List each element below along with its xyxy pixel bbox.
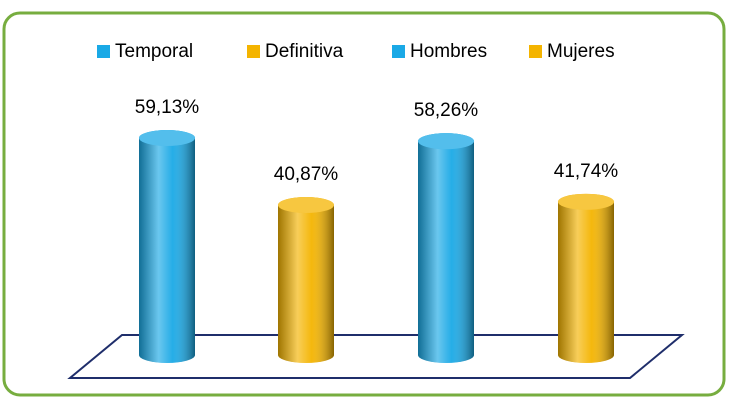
bar-shading: [418, 141, 474, 363]
bar-top-highlight: [558, 193, 614, 210]
value-label: 41,74%: [554, 161, 619, 182]
legend-swatch: [247, 45, 260, 58]
legend-swatch: [97, 45, 110, 58]
bar-top: [278, 197, 334, 214]
value-label: 59,13%: [135, 97, 200, 118]
value-label: 40,87%: [274, 164, 339, 185]
bar-top-highlight: [278, 197, 334, 214]
bar-shading: [139, 137, 195, 363]
bar-top-highlight: [418, 133, 474, 150]
legend-swatch: [529, 45, 542, 58]
bar-shading: [278, 205, 334, 363]
legend-label: Temporal: [115, 41, 193, 62]
legend-label: Hombres: [410, 41, 487, 62]
legend-swatch: [392, 45, 405, 58]
bar-top: [558, 193, 614, 210]
legend-label: Definitiva: [265, 41, 344, 62]
bar-top: [139, 129, 195, 146]
bar-top-highlight: [139, 129, 195, 146]
bar-top: [418, 133, 474, 150]
floor: [67, 334, 685, 379]
legend-label: Mujeres: [547, 41, 615, 62]
value-label: 58,26%: [414, 100, 479, 121]
bar-shading: [558, 201, 614, 363]
